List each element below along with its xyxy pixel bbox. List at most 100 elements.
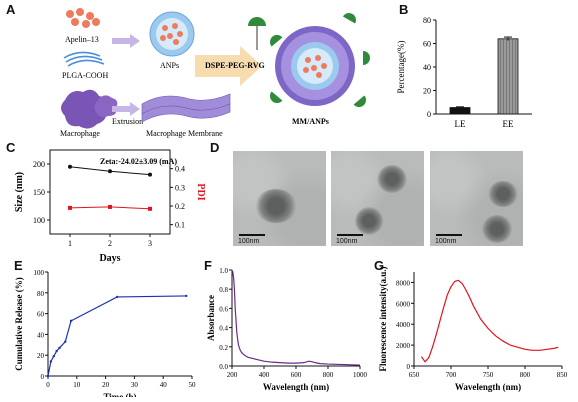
chart-g: 650 700 750 800 850 0 2000 4000 6000 8000 Waveleng… (378, 266, 568, 392)
mm-anps-nanoparticle-icon (270, 13, 370, 107)
tem-particle (482, 215, 512, 243)
y2-tick-label: 0.3 (175, 183, 185, 192)
panel-letter-f: F (204, 258, 212, 273)
x-tick-label: 2 (108, 239, 112, 248)
bar-ee (497, 38, 519, 115)
x-tick-label: 50 (189, 381, 197, 389)
y-tick-label: 100 (33, 216, 45, 225)
label-extrusion: Extrusion (112, 117, 143, 126)
x-tick-label: 0 (46, 381, 50, 389)
apelin-peptide-dots (66, 8, 100, 28)
y-tick-label: 200 (33, 160, 45, 169)
y-axis-label: Fluorescence intensity(a.u.) (378, 266, 388, 371)
scale-bar-label: 100nm (238, 238, 260, 245)
panel-letter-e: E (14, 258, 23, 273)
x-tick-label: 700 (446, 371, 457, 379)
y-tick-label: 4000 (396, 321, 411, 329)
data-point (64, 340, 67, 343)
data-point (148, 172, 152, 177)
panel-a-schematic: Apelin–13 PLGA-COOH ANPs DSPE-PEG-RVG Ma… (60, 8, 370, 138)
series-line-0 (231, 269, 361, 366)
x-tick-label: 3 (148, 239, 152, 248)
tem-particle (355, 207, 383, 235)
scale-bar (436, 234, 462, 236)
tem-image-3: 100nm (430, 151, 523, 246)
macrophage-membrane-icon (141, 93, 231, 123)
data-point (185, 294, 188, 298)
y-tick-label: 150 (33, 188, 45, 197)
x-tick-label: 30 (131, 381, 139, 389)
data-point (108, 204, 112, 209)
label-plga: PLGA-COOH (62, 71, 108, 80)
y-tick-label: 40 (423, 63, 431, 72)
x-tick-label: 400 (259, 371, 270, 379)
tem-image-1: 100nm (233, 151, 326, 246)
bar-le (449, 107, 471, 115)
y-tick-label: 0.6 (219, 305, 228, 313)
data-point (148, 206, 152, 211)
chart-b: 0 20 40 60 80 Percentage(%) LE EE (396, 16, 532, 129)
series-line-0 (47, 295, 187, 377)
data-point (46, 374, 50, 378)
x-tick-label: 20 (102, 381, 110, 389)
panel-letter-d: D (210, 140, 220, 155)
chart-e: 0 10 20 30 40 50 0 20 40 60 80 100 Time (h) Cumulativ… (14, 269, 197, 397)
macrophage-icon (61, 89, 118, 129)
tem-particle (488, 181, 518, 207)
x-tick-label: 40 (160, 381, 168, 389)
y-tick-label: 0 (427, 110, 431, 119)
x-category-label: EE (503, 119, 514, 129)
panel-letter-b: B (399, 2, 409, 17)
y-tick-label: 0.8 (219, 286, 228, 294)
y-tick-label: 2000 (396, 342, 411, 350)
panel-letter-g: G (374, 258, 385, 273)
y-tick-label: 80 (37, 290, 45, 298)
chart-annotation: Zeta:-24.02±3.09 (mA) (100, 157, 177, 166)
x-tick-label: 200 (227, 371, 238, 379)
x-axis-label: Wavelength (nm) (455, 382, 521, 392)
y-tick-label: 60 (37, 311, 45, 319)
y-axis-label: Cumulative Release (%) (14, 277, 24, 370)
y-tick-label: 0.2 (219, 344, 228, 352)
tem-particle (377, 165, 407, 193)
x-tick-label: 750 (483, 371, 494, 379)
y2-tick-label: 0.1 (175, 221, 185, 230)
label-mm-anps: MM/ANPs (292, 117, 329, 126)
x-axis-label: Days (99, 253, 120, 264)
y-axis-label: Absorbance (206, 295, 216, 341)
x-tick-label: 650 (409, 371, 420, 379)
label-membrane: Macrophage Membrane (146, 129, 223, 138)
chart-c: 100 150 200 0.1 0.2 0.3 0.4 1 2 3 Days Size (nm) PDI… (14, 149, 206, 264)
data-point (68, 164, 72, 169)
data-point (69, 319, 73, 323)
data-point (108, 169, 112, 174)
panel-letter-a: A (6, 2, 16, 17)
label-dspe: DSPE-PEG-RVG (205, 61, 265, 70)
y-tick-label: 40 (37, 331, 45, 339)
chart-f: 200 400 600 800 1000 0.0 0.2 0.4 0.6 0.8 1.0 Wavele… (206, 267, 368, 392)
y2-tick-label: 0.2 (175, 202, 185, 211)
x-category-label: LE (455, 119, 466, 129)
label-anps: ANPs (160, 61, 179, 70)
y-axis-label: Size (nm) (14, 172, 25, 212)
label-macrophage: Macrophage (60, 129, 100, 138)
tem-particle (255, 189, 297, 223)
data-point (49, 360, 53, 363)
y-axis-label: Percentage(%) (396, 41, 406, 94)
scale-bar (337, 234, 363, 236)
series-line-0 (420, 279, 559, 363)
tem-image-2: 100nm (331, 151, 424, 246)
y-tick-label: 20 (37, 352, 45, 360)
scale-bar-label: 100nm (435, 238, 457, 245)
x-tick-label: 800 (323, 371, 334, 379)
x-tick-label: 10 (73, 381, 81, 389)
data-point (55, 349, 58, 353)
scale-bar (239, 234, 265, 236)
y-tick-label: 0 (41, 373, 45, 381)
x-tick-label: 1 (68, 239, 72, 248)
anps-nanoparticle-icon (149, 11, 195, 57)
y-tick-label: 0.4 (219, 325, 228, 333)
y-tick-label: 100 (34, 269, 45, 277)
plga-strands-icon (63, 51, 105, 67)
arrow-extrusion (112, 102, 140, 116)
